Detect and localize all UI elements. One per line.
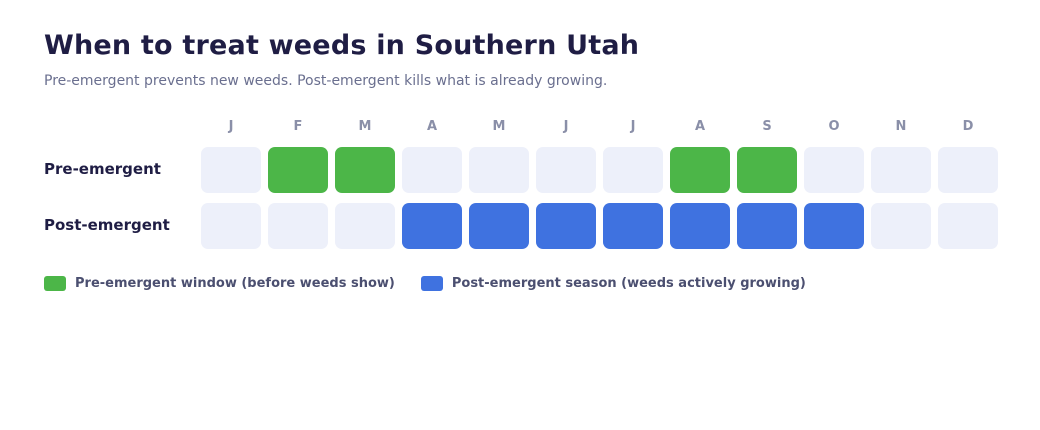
legend-swatch-post-emergent: [420, 276, 443, 291]
month-label: S: [762, 119, 772, 134]
cell-post-emergent-4: [402, 203, 462, 249]
chart-title: When to treat weeds in Southern Utah: [44, 30, 640, 61]
cell-pre-emergent-1: [201, 147, 261, 193]
legend-label-pre-emergent: Pre-emergent window (before weeds show): [75, 276, 395, 291]
legend: Pre-emergent window (before weeds show) …: [44, 276, 832, 291]
month-label: A: [694, 119, 706, 134]
row-pre-emergent: [201, 147, 998, 193]
month-label: J: [563, 119, 569, 134]
cell-post-emergent-1: [201, 203, 261, 249]
cell-pre-emergent-7: [603, 147, 663, 193]
chart-subtitle: Pre-emergent prevents new weeds. Post-em…: [44, 73, 608, 89]
cell-pre-emergent-11: [871, 147, 931, 193]
cell-pre-emergent-6: [536, 147, 596, 193]
month-label: J: [228, 119, 234, 134]
cell-pre-emergent-10: [804, 147, 864, 193]
cell-post-emergent-9: [737, 203, 797, 249]
cell-pre-emergent-5: [469, 147, 529, 193]
month-label: F: [293, 119, 303, 134]
row-post-emergent: [201, 203, 998, 249]
month-label: A: [426, 119, 438, 134]
cell-post-emergent-7: [603, 203, 663, 249]
cell-post-emergent-8: [670, 203, 730, 249]
cell-post-emergent-2: [268, 203, 328, 249]
cell-pre-emergent-8: [670, 147, 730, 193]
cell-post-emergent-11: [871, 203, 931, 249]
legend-item-post-emergent: Post-emergent season (weeds actively gro…: [420, 276, 806, 291]
month-label: J: [630, 119, 636, 134]
cell-post-emergent-3: [335, 203, 395, 249]
cell-pre-emergent-12: [938, 147, 998, 193]
cell-pre-emergent-4: [402, 147, 462, 193]
row-label-pre-emergent: Pre-emergent: [44, 160, 161, 178]
month-label: N: [895, 119, 907, 134]
cell-pre-emergent-2: [268, 147, 328, 193]
cell-post-emergent-6: [536, 203, 596, 249]
legend-item-pre-emergent: Pre-emergent window (before weeds show): [44, 276, 395, 291]
legend-swatch-pre-emergent: [44, 276, 66, 291]
month-label: O: [828, 119, 840, 134]
cell-pre-emergent-9: [737, 147, 797, 193]
cell-post-emergent-10: [804, 203, 864, 249]
row-label-post-emergent: Post-emergent: [44, 216, 170, 234]
month-label: M: [492, 119, 506, 134]
cell-pre-emergent-3: [335, 147, 395, 193]
month-label: M: [358, 119, 372, 134]
legend-label-post-emergent: Post-emergent season (weeds actively gro…: [451, 276, 806, 291]
cell-post-emergent-12: [938, 203, 998, 249]
cell-post-emergent-5: [469, 203, 529, 249]
month-label: D: [962, 119, 974, 134]
